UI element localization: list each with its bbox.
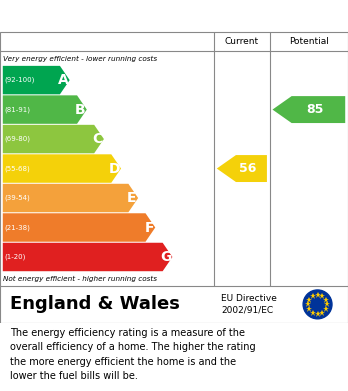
Text: (1-20): (1-20) [4,254,25,260]
Circle shape [303,290,332,319]
Text: (21-38): (21-38) [4,224,30,231]
Text: The energy efficiency rating is a measure of the
overall efficiency of a home. T: The energy efficiency rating is a measur… [10,328,256,381]
Polygon shape [3,125,104,153]
Text: Energy Efficiency Rating: Energy Efficiency Rating [10,9,220,23]
Text: (69-80): (69-80) [4,136,30,142]
Text: 56: 56 [239,162,256,175]
Text: (81-91): (81-91) [4,106,30,113]
Text: 85: 85 [306,103,323,116]
Text: Very energy efficient - lower running costs: Very energy efficient - lower running co… [3,56,158,61]
Polygon shape [3,66,70,94]
Polygon shape [3,184,138,212]
Polygon shape [217,155,267,182]
Text: (39-54): (39-54) [4,195,30,201]
Text: Not energy efficient - higher running costs: Not energy efficient - higher running co… [3,276,158,282]
Text: Current: Current [225,37,259,46]
Text: F: F [144,221,154,235]
Text: (55-68): (55-68) [4,165,30,172]
Text: Potential: Potential [289,37,329,46]
Text: (92-100): (92-100) [4,77,34,83]
Polygon shape [272,96,345,123]
Text: G: G [160,250,172,264]
Text: England & Wales: England & Wales [10,295,180,314]
Polygon shape [3,213,155,242]
Text: D: D [109,161,120,176]
Text: E: E [127,191,137,205]
Text: C: C [93,132,103,146]
Polygon shape [3,243,172,271]
Polygon shape [3,95,87,124]
Text: A: A [58,73,69,87]
Text: B: B [75,102,86,117]
Text: EU Directive
2002/91/EC: EU Directive 2002/91/EC [221,294,277,315]
Polygon shape [3,154,121,183]
